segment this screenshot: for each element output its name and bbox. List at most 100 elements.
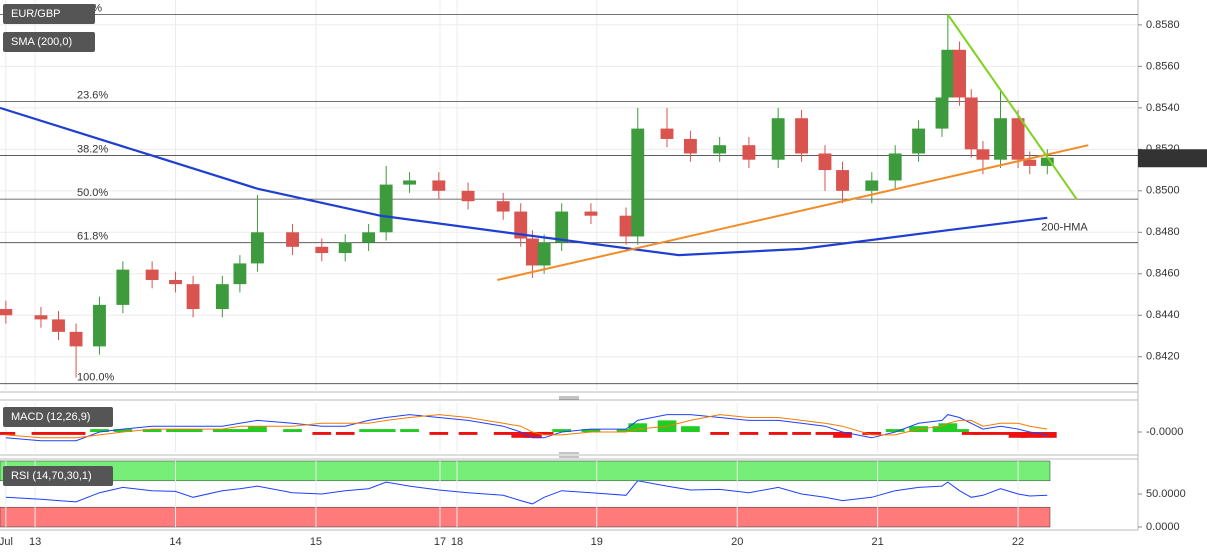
macd-line — [5, 414, 1048, 439]
histogram-bar — [950, 429, 969, 432]
candle-body — [186, 284, 200, 310]
candle-body — [1023, 159, 1037, 166]
candle-body — [964, 97, 978, 150]
candle-body — [555, 211, 569, 243]
x-tick-label: 21 — [872, 536, 884, 548]
candle-body — [795, 118, 809, 154]
candle-body — [912, 128, 926, 154]
legend-box — [3, 4, 95, 24]
histogram-bar — [885, 429, 905, 432]
legend-box — [3, 407, 113, 427]
sma-line — [0, 106, 1048, 257]
candle-body — [976, 149, 990, 160]
histogram-bar — [376, 429, 396, 432]
histogram-bar — [1037, 431, 1057, 438]
candle-body — [315, 246, 329, 254]
x-tick-label: 13 — [29, 536, 41, 548]
y-tick-label: 0.8440 — [1146, 309, 1180, 321]
x-tick-label: 17 — [434, 536, 446, 548]
histogram-bar — [938, 423, 958, 432]
x-tick-label: 20 — [731, 536, 743, 548]
histogram-bar — [616, 429, 636, 432]
fib-label: 61.8% — [77, 231, 108, 243]
y-tick-label: 0.8480 — [1146, 226, 1180, 238]
last-price-box — [1138, 149, 1207, 168]
histogram-bar — [628, 423, 648, 432]
histogram-bar — [312, 431, 332, 435]
y-tick-label: 50.0000 — [1146, 488, 1186, 500]
histogram-bar — [429, 431, 449, 435]
histogram-bar — [230, 429, 250, 432]
histogram-bar — [511, 431, 531, 438]
candle-body — [865, 180, 879, 191]
x-tick-label: 15 — [310, 536, 322, 548]
legend-label: MACD (12,26,9) — [11, 411, 90, 423]
fib-label: 23.6% — [77, 90, 108, 102]
candle-body — [286, 232, 299, 247]
histogram-bar — [1008, 431, 1028, 438]
candle-body — [69, 331, 83, 347]
candle-body — [461, 190, 475, 202]
candle-body — [1040, 157, 1054, 166]
candle-body — [683, 138, 697, 154]
candle-body — [941, 49, 955, 98]
histogram-bar — [1020, 431, 1040, 438]
candle-body — [1011, 118, 1025, 160]
legend-label: EUR/GBP — [11, 8, 61, 20]
candle-body — [432, 180, 446, 191]
histogram-bar — [335, 431, 355, 435]
histogram-bar — [768, 431, 788, 435]
legend-box — [3, 32, 95, 52]
candle-body — [52, 319, 65, 332]
y-tick-label: 0.8460 — [1146, 268, 1180, 280]
y-tick-label: 0.8560 — [1146, 60, 1180, 72]
candle-body — [742, 145, 756, 160]
histogram-bar — [400, 429, 419, 432]
candle-body — [379, 184, 393, 233]
oversold-band — [0, 506, 1051, 528]
y-tick-label: 0.8580 — [1146, 19, 1180, 31]
candle-body — [514, 211, 528, 239]
histogram-bar — [113, 429, 133, 432]
candle-body — [631, 128, 645, 237]
annotation: 200-HMA — [1041, 222, 1088, 234]
overbought-band — [0, 460, 1051, 482]
candle-body — [496, 201, 510, 212]
histogram-bar — [862, 431, 882, 435]
candle-body — [215, 284, 229, 310]
x-tick-label: 19 — [591, 536, 603, 548]
histogram-bar — [248, 426, 267, 432]
histogram-bar — [183, 429, 203, 432]
histogram-bar — [534, 431, 554, 435]
candle-body — [935, 97, 949, 129]
histogram-bar — [493, 431, 513, 435]
candle-body — [713, 145, 727, 154]
histogram-bar — [815, 431, 835, 435]
candle-body — [584, 211, 598, 216]
x-tick-label: 22 — [1012, 536, 1024, 548]
histogram-bar — [710, 431, 730, 435]
histogram-bar — [66, 431, 86, 435]
candle-body — [362, 232, 376, 243]
fib-label: 38.2% — [77, 143, 108, 155]
histogram-bar — [792, 431, 811, 435]
candle-body — [233, 263, 247, 285]
candle-body — [953, 49, 966, 98]
legend-box — [3, 466, 113, 486]
histogram-bar — [991, 431, 1010, 435]
legend-label: RSI (14,70,30,1) — [11, 470, 92, 482]
histogram-bar — [31, 431, 51, 435]
candle-body — [116, 269, 130, 305]
candle-body — [93, 304, 106, 347]
fib-label: 100.0% — [77, 372, 115, 384]
candle-body — [660, 128, 674, 139]
last-price-label: 0.85157 — [1142, 152, 1182, 164]
candle-body — [0, 309, 13, 316]
histogram-bar — [581, 429, 601, 432]
y-tick-label: 0.8540 — [1146, 102, 1180, 114]
rsi-line — [5, 480, 1048, 505]
histogram-bar — [961, 431, 981, 435]
candle-body — [403, 180, 416, 185]
candle-body — [145, 269, 159, 280]
